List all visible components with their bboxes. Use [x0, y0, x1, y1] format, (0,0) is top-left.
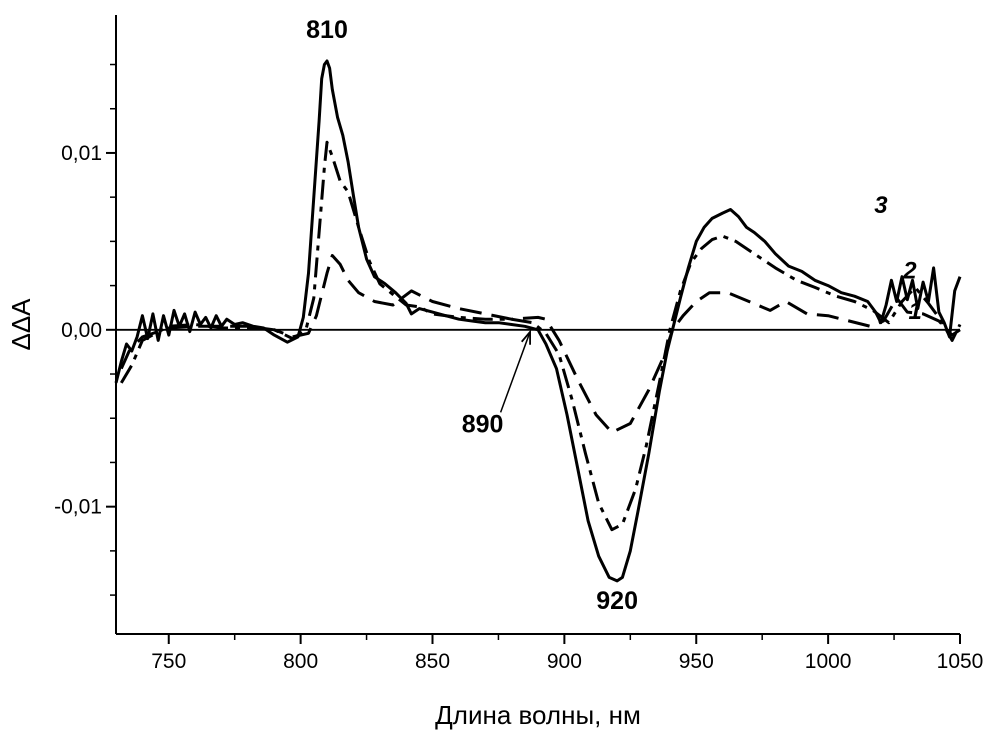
curve-label-1: 1 [908, 298, 921, 325]
y-tick-label: -0,01 [54, 496, 102, 519]
series-lines [114, 59, 962, 583]
curve-label-2: 2 [902, 258, 917, 285]
annotation-arrowhead [521, 329, 531, 345]
x-axis-title: Длина волны, нм [435, 700, 641, 730]
y-axis-title: ΔΔA [6, 298, 36, 351]
peak-label-810: 810 [306, 16, 348, 44]
x-tick-label: 850 [415, 650, 450, 673]
axis-ticks: 750 800 850 900 950 1000 1050 -0,01 0,00 0,01 [54, 63, 984, 673]
annotation-arrow [499, 331, 531, 413]
x-tick-label: 900 [547, 650, 582, 673]
x-tick-label: 1050 [937, 650, 984, 673]
series-line-1 [119, 254, 961, 434]
curve-label-3: 3 [874, 192, 888, 219]
x-tick-label: 950 [679, 650, 714, 673]
y-tick-label: 0,01 [61, 142, 102, 165]
x-tick-label: 800 [283, 650, 318, 673]
series-line-3 [114, 59, 962, 583]
y-tick-label: 0,00 [61, 319, 102, 342]
peak-label-890: 890 [462, 410, 504, 438]
axes [115, 15, 960, 635]
series-line-2 [120, 140, 962, 532]
x-tick-label: 750 [151, 650, 186, 673]
peak-label-920: 920 [596, 587, 638, 615]
annotations: 810 920 890 1 2 3 [306, 16, 922, 615]
x-tick-label: 1000 [805, 650, 852, 673]
